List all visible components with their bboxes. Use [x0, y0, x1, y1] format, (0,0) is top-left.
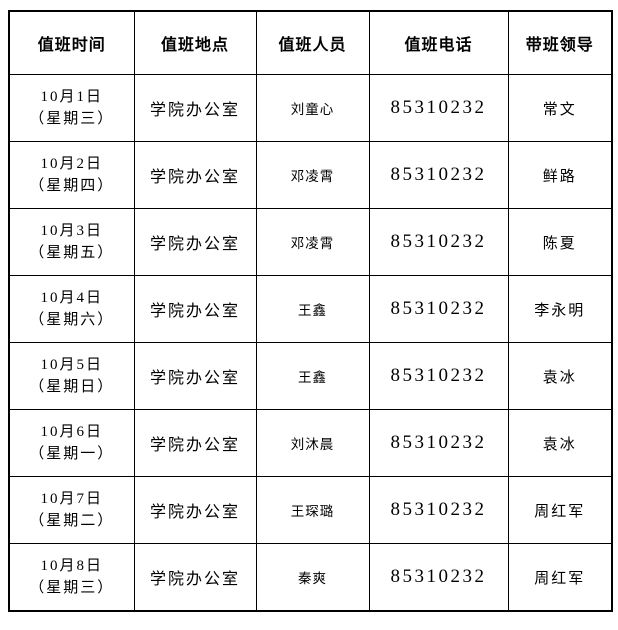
- duty-date-cell: 10月2日 （星期四）: [8, 141, 135, 209]
- duty-date-cell: 10月7日 （星期二）: [8, 476, 135, 544]
- duty-date: 10月2日: [40, 156, 103, 172]
- duty-weekday: （星期日）: [29, 379, 115, 395]
- duty-leader-cell: 鲜路: [507, 141, 613, 209]
- duty-phone-cell: 85310232: [368, 141, 509, 209]
- table-row: 10月6日 （星期一） 学院办公室 刘沐晨 85310232 袁冰: [8, 409, 613, 477]
- table-row: 10月4日 （星期六） 学院办公室 王鑫 85310232 李永明: [8, 275, 613, 343]
- header-duty-time: 值班时间: [8, 10, 135, 75]
- duty-phone-cell: 85310232: [368, 409, 509, 477]
- duty-phone-cell: 85310232: [368, 275, 509, 343]
- duty-location-cell: 学院办公室: [133, 208, 257, 276]
- table-row: 10月3日 （星期五） 学院办公室 邓凌霄 85310232 陈夏: [8, 208, 613, 276]
- duty-date: 10月6日: [40, 424, 103, 440]
- duty-date: 10月8日: [40, 558, 103, 574]
- duty-person-cell: 王琛璐: [255, 476, 370, 544]
- header-duty-leader: 带班领导: [507, 10, 613, 75]
- duty-person-cell: 王鑫: [255, 342, 370, 410]
- table-row: 10月1日 （星期三） 学院办公室 刘童心 85310232 常文: [8, 74, 613, 142]
- table-body: 10月1日 （星期三） 学院办公室 刘童心 85310232 常文 10月2日 …: [8, 74, 613, 612]
- duty-person-cell: 刘沐晨: [255, 409, 370, 477]
- header-duty-location: 值班地点: [133, 10, 257, 75]
- duty-weekday: （星期四）: [29, 178, 115, 194]
- duty-location-cell: 学院办公室: [133, 275, 257, 343]
- duty-location-cell: 学院办公室: [133, 476, 257, 544]
- table-row: 10月2日 （星期四） 学院办公室 邓凌霄 85310232 鲜路: [8, 141, 613, 209]
- duty-leader-cell: 李永明: [507, 275, 613, 343]
- header-duty-person: 值班人员: [255, 10, 370, 75]
- table-row: 10月7日 （星期二） 学院办公室 王琛璐 85310232 周红军: [8, 476, 613, 544]
- duty-person-cell: 邓凌霄: [255, 141, 370, 209]
- duty-date-cell: 10月1日 （星期三）: [8, 74, 135, 142]
- duty-date: 10月4日: [40, 290, 103, 306]
- duty-date-cell: 10月4日 （星期六）: [8, 275, 135, 343]
- duty-phone-cell: 85310232: [368, 208, 509, 276]
- duty-date: 10月5日: [40, 357, 103, 373]
- duty-person-cell: 秦爽: [255, 543, 370, 612]
- duty-location-cell: 学院办公室: [133, 409, 257, 477]
- header-duty-phone: 值班电话: [368, 10, 509, 75]
- table-row: 10月8日 （星期三） 学院办公室 秦爽 85310232 周红军: [8, 543, 613, 612]
- duty-weekday: （星期三）: [29, 111, 115, 127]
- duty-date-cell: 10月8日 （星期三）: [8, 543, 135, 612]
- duty-roster-table: 值班时间 值班地点 值班人员 值班电话 带班领导 10月1日 （星期三） 学院办…: [8, 10, 613, 612]
- duty-weekday: （星期五）: [29, 245, 115, 261]
- duty-phone-cell: 85310232: [368, 543, 509, 612]
- duty-leader-cell: 袁冰: [507, 409, 613, 477]
- duty-leader-cell: 陈夏: [507, 208, 613, 276]
- duty-weekday: （星期三）: [29, 580, 115, 596]
- duty-date-cell: 10月3日 （星期五）: [8, 208, 135, 276]
- header-row: 值班时间 值班地点 值班人员 值班电话 带班领导: [8, 10, 613, 75]
- duty-phone-cell: 85310232: [368, 476, 509, 544]
- duty-phone-cell: 85310232: [368, 74, 509, 142]
- duty-location-cell: 学院办公室: [133, 141, 257, 209]
- duty-date-cell: 10月5日 （星期日）: [8, 342, 135, 410]
- duty-weekday: （星期六）: [29, 312, 115, 328]
- duty-leader-cell: 周红军: [507, 543, 613, 612]
- duty-leader-cell: 常文: [507, 74, 613, 142]
- duty-location-cell: 学院办公室: [133, 342, 257, 410]
- duty-leader-cell: 周红军: [507, 476, 613, 544]
- duty-date: 10月7日: [40, 491, 103, 507]
- duty-person-cell: 王鑫: [255, 275, 370, 343]
- duty-weekday: （星期一）: [29, 446, 115, 462]
- duty-date: 10月3日: [40, 223, 103, 239]
- duty-weekday: （星期二）: [29, 513, 115, 529]
- duty-location-cell: 学院办公室: [133, 74, 257, 142]
- duty-leader-cell: 袁冰: [507, 342, 613, 410]
- duty-person-cell: 刘童心: [255, 74, 370, 142]
- duty-location-cell: 学院办公室: [133, 543, 257, 612]
- duty-date: 10月1日: [40, 89, 103, 105]
- duty-date-cell: 10月6日 （星期一）: [8, 409, 135, 477]
- duty-person-cell: 邓凌霄: [255, 208, 370, 276]
- duty-phone-cell: 85310232: [368, 342, 509, 410]
- table-row: 10月5日 （星期日） 学院办公室 王鑫 85310232 袁冰: [8, 342, 613, 410]
